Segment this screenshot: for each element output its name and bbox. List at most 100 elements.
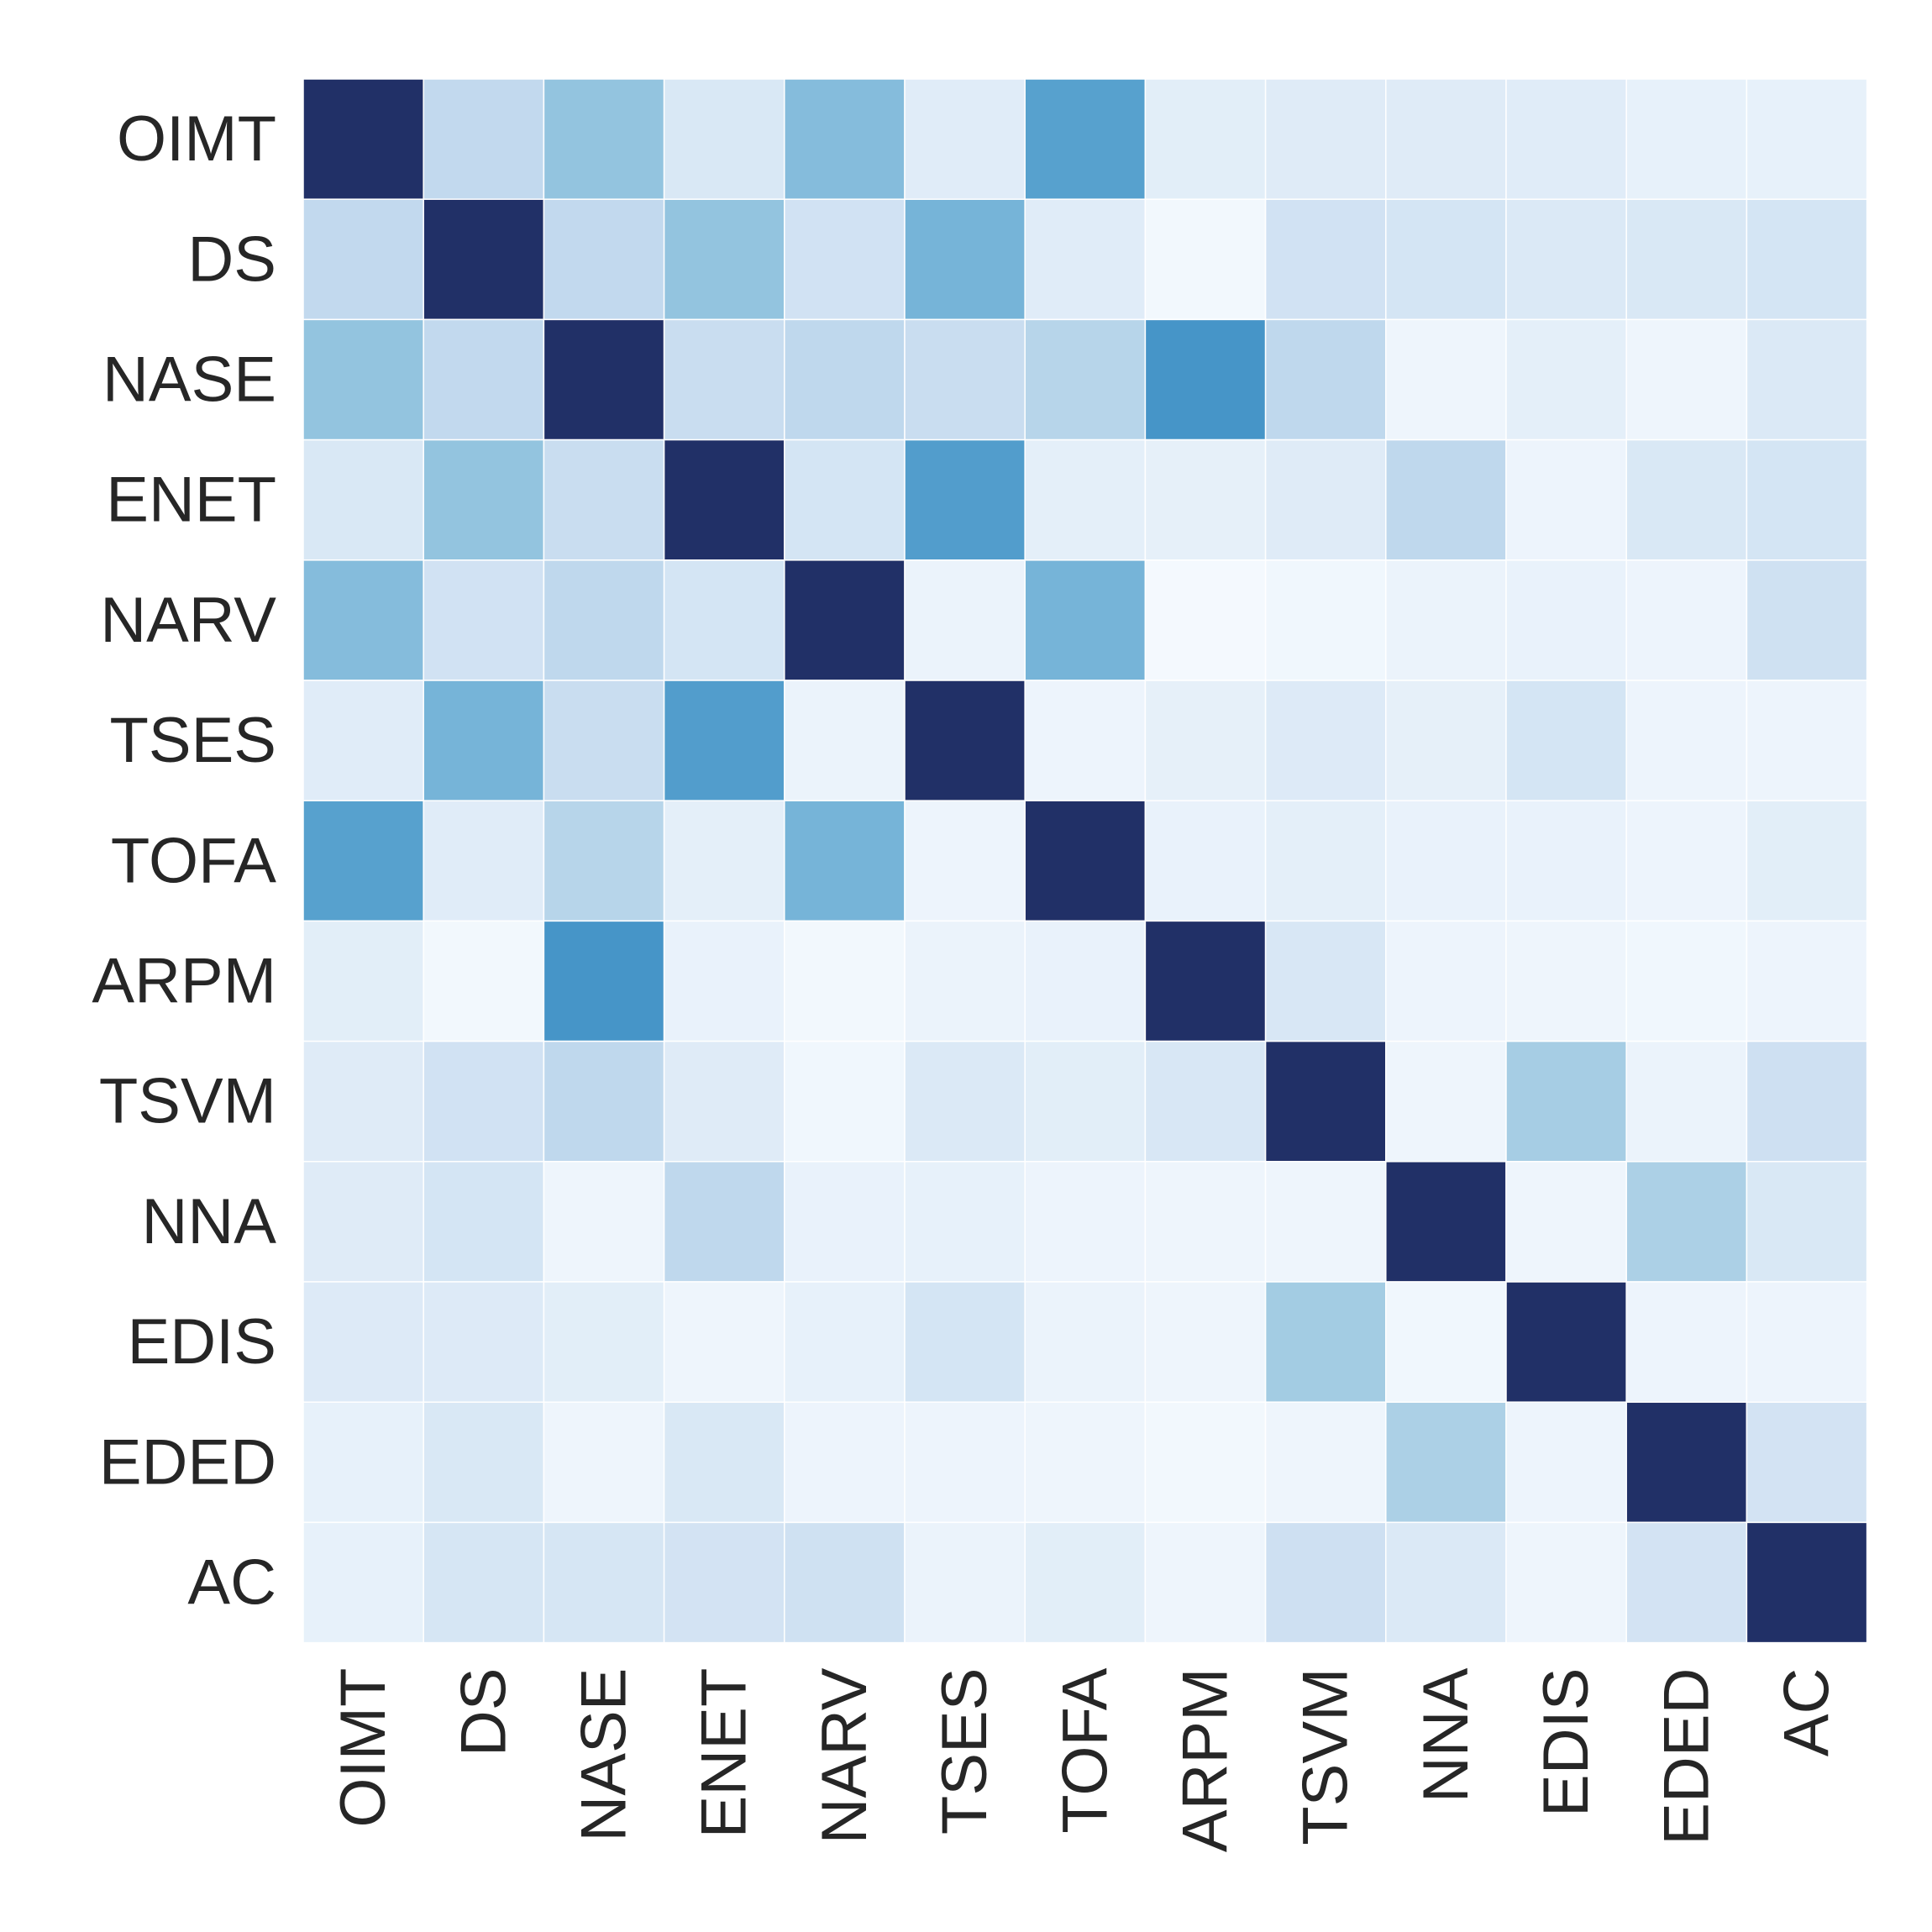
- heatmap-cell-eded-arpm: [1144, 1401, 1267, 1524]
- heatmap-cell-arpm-nna: [1385, 920, 1507, 1042]
- row-label-enet: ENET: [106, 465, 276, 536]
- heatmap-cell-tses-eded: [1625, 680, 1748, 801]
- column-label-ds: DS: [448, 1668, 519, 1757]
- row-label-nna: NNA: [142, 1186, 277, 1257]
- heatmap-cell-eded-tses: [904, 1401, 1026, 1524]
- row-label-nase: NASE: [102, 344, 276, 416]
- heatmap-cell-nna-nna: [1385, 1161, 1507, 1283]
- heatmap-cell-tofa-ds: [423, 800, 545, 922]
- heatmap-cell-oimt-edis: [1505, 78, 1627, 200]
- heatmap-cell-nna-ac: [1746, 1161, 1868, 1283]
- column-label-narv: NARV: [809, 1667, 880, 1844]
- heatmap-cell-ac-enet: [663, 1521, 785, 1644]
- heatmap-cell-tsvm-tofa: [1024, 1040, 1147, 1163]
- heatmap-cell-tses-ds: [423, 680, 545, 801]
- heatmap-cell-tofa-enet: [663, 800, 785, 922]
- column-label-tofa: TOFA: [1049, 1667, 1121, 1833]
- column-label-nna: NNA: [1410, 1667, 1482, 1803]
- heatmap-cell-oimt-tsvm: [1264, 78, 1387, 200]
- heatmap-cell-edis-oimt: [302, 1281, 424, 1403]
- heatmap-cell-narv-tofa: [1024, 559, 1147, 681]
- row-label-tofa: TOFA: [111, 825, 276, 896]
- heatmap-cell-tofa-nase: [543, 800, 665, 922]
- heatmap-cell-nase-tses: [904, 318, 1026, 441]
- heatmap-cell-narv-enet: [663, 559, 785, 681]
- heatmap-cell-arpm-tses: [904, 920, 1026, 1042]
- heatmap-cell-tsvm-arpm: [1144, 1040, 1267, 1163]
- heatmap-cell-edis-arpm: [1144, 1281, 1267, 1403]
- heatmap-cell-arpm-arpm: [1144, 920, 1267, 1042]
- row-label-ds: DS: [187, 223, 276, 295]
- heatmap-cell-nase-enet: [663, 318, 785, 441]
- heatmap-cell-tofa-edis: [1505, 800, 1627, 922]
- column-label-enet: ENET: [689, 1668, 760, 1839]
- heatmap-cell-nase-eded: [1625, 318, 1748, 441]
- heatmap-cell-tsvm-ac: [1746, 1040, 1868, 1163]
- heatmap-cell-enet-ac: [1746, 438, 1868, 561]
- heatmap-cell-oimt-tofa: [1024, 78, 1147, 200]
- heatmap-cell-tses-tofa: [1024, 680, 1147, 801]
- heatmap-cell-enet-tsvm: [1264, 438, 1387, 561]
- heatmap-cell-ac-tofa: [1024, 1521, 1147, 1644]
- heatmap-cell-tofa-tses: [904, 800, 1026, 922]
- heatmap-cell-eded-nna: [1385, 1401, 1507, 1524]
- heatmap-cell-tses-enet: [663, 680, 785, 801]
- heatmap-cell-tsvm-nase: [543, 1040, 665, 1163]
- row-label-narv: NARV: [100, 585, 276, 656]
- column-label-tsvm: TSVM: [1290, 1668, 1362, 1845]
- heatmap-cell-ac-ac: [1746, 1521, 1868, 1644]
- heatmap-cell-ds-nna: [1385, 198, 1507, 321]
- heatmap-cell-enet-eded: [1625, 438, 1748, 561]
- heatmap-cell-enet-tses: [904, 438, 1026, 561]
- heatmap-cell-edis-enet: [663, 1281, 785, 1403]
- heatmap-cell-tsvm-ds: [423, 1040, 545, 1163]
- heatmap-cell-arpm-tsvm: [1264, 920, 1387, 1042]
- heatmap-cell-edis-narv: [784, 1281, 906, 1403]
- row-label-arpm: ARPM: [92, 946, 276, 1017]
- heatmap-cell-tsvm-tsvm: [1264, 1040, 1387, 1163]
- heatmap-cell-nna-enet: [663, 1161, 785, 1283]
- heatmap-cell-ds-oimt: [302, 198, 424, 321]
- heatmap-cell-oimt-narv: [784, 78, 906, 200]
- heatmap-cell-oimt-enet: [663, 78, 785, 200]
- heatmap-cell-nase-arpm: [1144, 318, 1267, 441]
- heatmap-cell-tsvm-oimt: [302, 1040, 424, 1163]
- row-label-oimt: OIMT: [117, 103, 276, 175]
- heatmap-cell-tofa-eded: [1625, 800, 1748, 922]
- heatmap-cell-edis-nna: [1385, 1281, 1507, 1403]
- heatmap-cell-edis-nase: [543, 1281, 665, 1403]
- heatmap-cell-nna-narv: [784, 1161, 906, 1283]
- column-label-eded: EDED: [1651, 1668, 1722, 1845]
- heatmap-cell-narv-tses: [904, 559, 1026, 681]
- heatmap-cell-ac-eded: [1625, 1521, 1748, 1644]
- heatmap-cell-ds-eded: [1625, 198, 1748, 321]
- heatmap-cell-ac-edis: [1505, 1521, 1627, 1644]
- heatmap-cell-nna-oimt: [302, 1161, 424, 1283]
- heatmap-cell-narv-ds: [423, 559, 545, 681]
- column-label-nase: NASE: [569, 1668, 640, 1842]
- heatmap-cell-nna-eded: [1625, 1161, 1748, 1283]
- heatmap-cell-tses-nna: [1385, 680, 1507, 801]
- heatmap-cell-tofa-ac: [1746, 800, 1868, 922]
- heatmap-cell-eded-narv: [784, 1401, 906, 1524]
- heatmap-cell-narv-nna: [1385, 559, 1507, 681]
- column-label-edis: EDIS: [1530, 1668, 1602, 1817]
- heatmap-cells: [302, 78, 1868, 1644]
- heatmap-cell-nase-oimt: [302, 318, 424, 441]
- heatmap-cell-eded-tsvm: [1264, 1401, 1387, 1524]
- heatmap-cell-tsvm-enet: [663, 1040, 785, 1163]
- heatmap-cell-nase-nna: [1385, 318, 1507, 441]
- heatmap-cell-ds-tofa: [1024, 198, 1147, 321]
- heatmap-cell-narv-edis: [1505, 559, 1627, 681]
- heatmap-cell-narv-ac: [1746, 559, 1868, 681]
- heatmap-cell-tofa-arpm: [1144, 800, 1267, 922]
- row-tick-labels: OIMT DS NASE ENET NARV TSES TOFA ARPM TSVM NNA EDI…: [92, 103, 276, 1618]
- heatmap-cell-ac-tses: [904, 1521, 1026, 1644]
- heatmap-cell-eded-tofa: [1024, 1401, 1147, 1524]
- heatmap-cell-eded-eded: [1625, 1401, 1748, 1524]
- heatmap-cell-arpm-oimt: [302, 920, 424, 1042]
- heatmap-cell-tsvm-narv: [784, 1040, 906, 1163]
- heatmap-cell-nase-edis: [1505, 318, 1627, 441]
- heatmap-cell-nase-ds: [423, 318, 545, 441]
